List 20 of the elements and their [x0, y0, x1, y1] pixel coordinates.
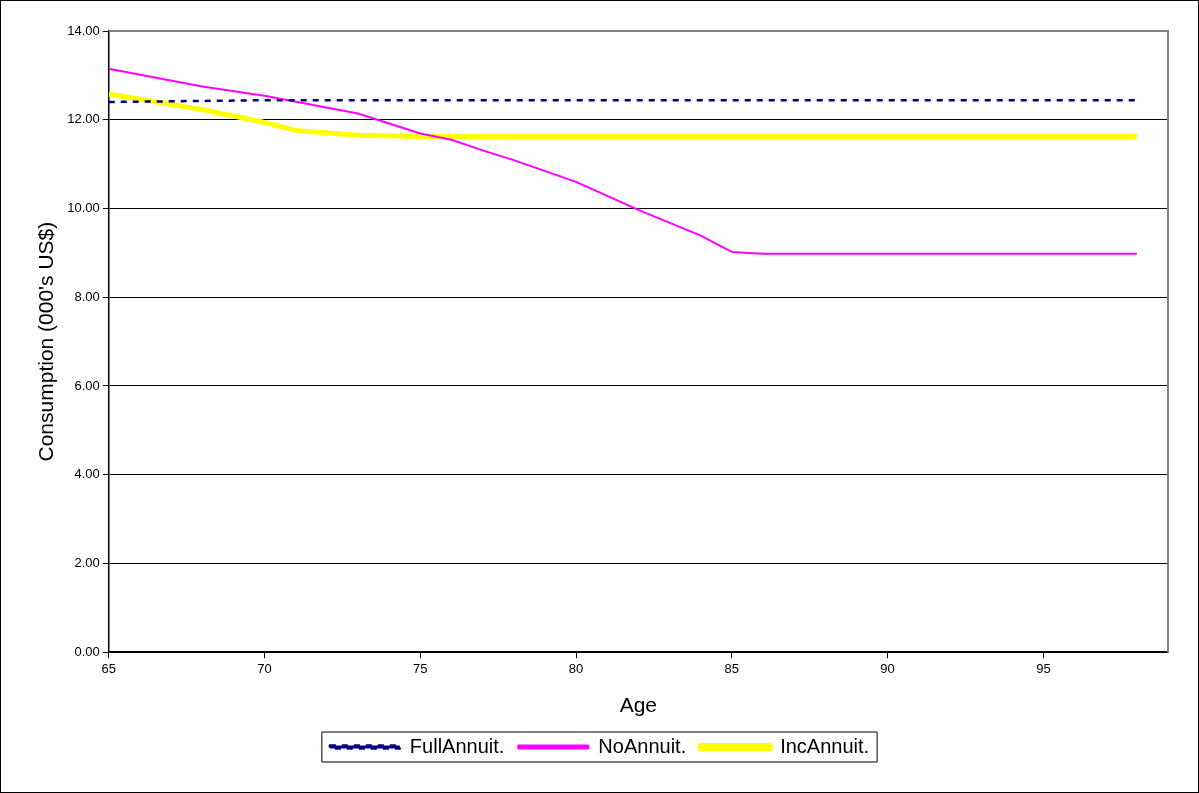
y-tick-label: 6.00 — [74, 377, 100, 393]
y-tick-label: 12.00 — [67, 111, 100, 127]
x-tick-label: 85 — [724, 660, 740, 676]
y-tick-label: 10.00 — [67, 200, 100, 216]
x-tick-label: 80 — [568, 660, 584, 676]
x-tick-label: 90 — [880, 660, 895, 676]
x-tick-label: 75 — [413, 660, 428, 676]
legend-label: IncAnnuit. — [780, 734, 870, 757]
y-tick-label: 4.00 — [74, 466, 100, 482]
y-axis-title: Consumption (000's US$) — [34, 221, 58, 462]
x-tick-label: 95 — [1036, 660, 1051, 676]
x-tick-label: 70 — [257, 660, 272, 676]
x-tick-label: 65 — [101, 660, 116, 676]
legend-label: FullAnnuit. — [409, 734, 505, 757]
y-tick-label: 2.00 — [74, 555, 100, 571]
y-tick-label: 8.00 — [74, 288, 100, 304]
x-axis-title: Age — [619, 693, 658, 717]
y-tick-label: 14.00 — [67, 22, 100, 38]
y-tick-label: 0.00 — [74, 643, 100, 659]
legend-label: NoAnnuit. — [598, 734, 687, 757]
